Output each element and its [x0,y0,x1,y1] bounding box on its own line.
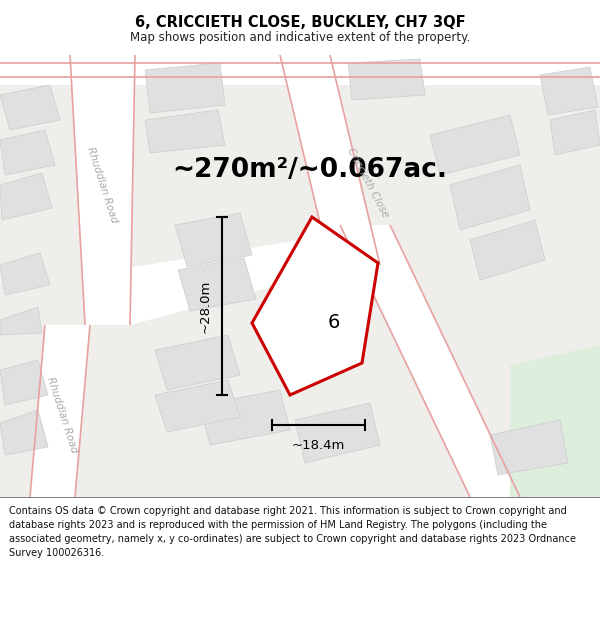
Polygon shape [155,380,240,432]
Text: ~270m²/~0.067ac.: ~270m²/~0.067ac. [173,157,448,183]
Polygon shape [540,67,598,115]
Text: Rhuddlan Road: Rhuddlan Road [85,146,119,224]
Polygon shape [145,110,225,153]
Text: 6, CRICCIETH CLOSE, BUCKLEY, CH7 3QF: 6, CRICCIETH CLOSE, BUCKLEY, CH7 3QF [134,16,466,31]
Polygon shape [145,63,225,113]
Polygon shape [252,217,378,395]
Polygon shape [70,55,135,325]
Polygon shape [30,325,90,497]
Polygon shape [0,253,50,295]
Text: Rhuddlan Road: Rhuddlan Road [45,376,79,454]
Polygon shape [430,115,520,175]
Polygon shape [155,335,240,390]
Text: ~28.0m: ~28.0m [199,279,212,332]
Polygon shape [550,110,600,155]
Polygon shape [450,165,530,230]
Polygon shape [0,173,52,220]
Polygon shape [175,213,252,267]
Polygon shape [470,220,545,280]
Polygon shape [510,345,600,497]
Polygon shape [0,55,600,497]
Polygon shape [348,59,425,100]
Polygon shape [280,55,380,265]
Polygon shape [0,307,42,335]
Polygon shape [0,85,60,130]
Polygon shape [178,258,256,311]
Polygon shape [0,410,48,455]
Text: Map shows position and indicative extent of the property.: Map shows position and indicative extent… [130,31,470,44]
Polygon shape [0,360,48,405]
Polygon shape [340,225,520,497]
Polygon shape [200,390,290,445]
Polygon shape [0,130,55,175]
Text: 6: 6 [328,312,340,332]
Polygon shape [130,55,280,77]
Text: ~18.4m: ~18.4m [292,439,345,452]
Text: Contains OS data © Crown copyright and database right 2021. This information is : Contains OS data © Crown copyright and d… [9,506,576,558]
Polygon shape [0,55,600,85]
Polygon shape [295,403,380,463]
Polygon shape [490,420,568,475]
Text: Criccieth Close: Criccieth Close [346,146,391,219]
Polygon shape [85,235,390,325]
